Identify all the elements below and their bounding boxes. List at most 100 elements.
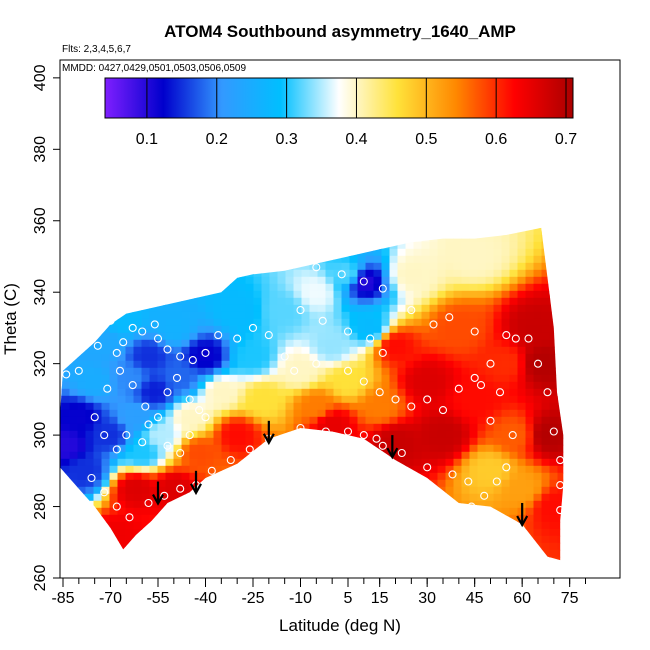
heatmap-cell (301, 409, 311, 418)
heatmap-cell (61, 486, 71, 495)
heatmap-cell (421, 465, 431, 474)
heatmap-cell (61, 395, 71, 404)
heatmap-cell (61, 353, 71, 362)
heatmap-cell (413, 304, 423, 313)
heatmap-cell (85, 507, 95, 516)
heatmap-cell (509, 423, 519, 432)
heatmap-cell (293, 465, 303, 474)
heatmap-cell (61, 311, 71, 320)
heatmap-cell (541, 500, 551, 509)
sample-point (144, 498, 153, 508)
heatmap-cell (253, 542, 263, 551)
sample-point (185, 431, 194, 440)
heatmap-cell (189, 311, 199, 320)
heatmap-cell (213, 227, 223, 229)
heatmap-cell (397, 549, 407, 558)
heatmap-cell (389, 276, 399, 285)
heatmap-cell (61, 367, 71, 376)
sample-point (201, 413, 210, 422)
heatmap-cell (557, 381, 564, 390)
heatmap-cell (261, 479, 271, 488)
heatmap-cell (237, 255, 247, 264)
heatmap-cell (509, 248, 519, 257)
heatmap-cell (557, 339, 564, 348)
heatmap-cell (461, 311, 471, 320)
arrow-markers (152, 420, 529, 528)
heatmap-cell (373, 423, 383, 432)
heatmap-cell (269, 255, 279, 264)
heatmap-cell (517, 304, 527, 313)
heatmap-cell (77, 402, 87, 411)
heatmap-cell (557, 507, 564, 516)
heatmap-cell (229, 290, 239, 299)
heatmap-cell (181, 318, 191, 327)
heatmap-cell (189, 514, 199, 523)
heatmap-cell (285, 395, 295, 404)
heatmap-cell (477, 444, 487, 453)
heatmap-cell (341, 269, 351, 278)
heatmap-cell (533, 416, 543, 425)
heatmap-cell (413, 402, 423, 411)
heatmap-cell (93, 290, 103, 299)
heatmap-cell (509, 367, 519, 376)
heatmap-cell (101, 402, 111, 411)
heatmap-cell (237, 332, 247, 341)
heatmap-cell (109, 549, 119, 558)
heatmap-cell (69, 353, 79, 362)
heatmap-cell (493, 514, 503, 523)
heatmap-cell (253, 248, 263, 257)
heatmap-cell (566, 557, 575, 565)
x-tick-label: 30 (418, 590, 436, 607)
heatmap-cell (533, 269, 543, 278)
heatmap-cell (501, 409, 511, 418)
heatmap-cell (133, 507, 143, 516)
heatmap-cell (397, 227, 407, 229)
heatmap-cell (69, 339, 79, 348)
heatmap-cell (357, 311, 367, 320)
heatmap-cell (541, 472, 551, 481)
heatmap-cell (189, 493, 199, 502)
heatmap-cell (125, 472, 135, 481)
heatmap-cell (141, 381, 151, 390)
heatmap-cell (301, 241, 311, 250)
heatmap-cell (229, 430, 239, 439)
heatmap-cell (397, 444, 407, 453)
heatmap-cell (309, 248, 319, 257)
heatmap-cell (109, 437, 119, 446)
heatmap-cell (389, 430, 399, 439)
heatmap-cell (509, 325, 519, 334)
heatmap-cell (253, 374, 263, 383)
heatmap-cell (477, 437, 487, 446)
heatmap-cell (237, 402, 247, 411)
heatmap-cell (301, 332, 311, 341)
heatmap-cell (85, 227, 95, 236)
heatmap-cell (429, 227, 439, 236)
heatmap-cell (566, 228, 575, 236)
heatmap-cell (109, 367, 119, 376)
heatmap-cell (413, 339, 423, 348)
heatmap-cell (261, 269, 271, 278)
heatmap-cell (325, 437, 335, 446)
heatmap-cell (517, 430, 527, 439)
heatmap-cell (93, 304, 103, 313)
heatmap-cell (445, 367, 455, 376)
heatmap-cell (141, 395, 151, 404)
heatmap-cell (437, 444, 447, 453)
heatmap-cell (277, 388, 287, 397)
heatmap-cell (77, 339, 87, 348)
heatmap-cell (413, 374, 423, 383)
heatmap-cell (413, 227, 423, 236)
heatmap-cell (133, 402, 143, 411)
heatmap-cell (141, 514, 151, 523)
sample-point (486, 416, 495, 425)
heatmap-cell (69, 556, 79, 561)
heatmap-cell (301, 402, 311, 411)
heatmap-cell (485, 248, 495, 257)
heatmap-cell (277, 234, 287, 243)
heatmap-cell (349, 465, 359, 474)
heatmap-cell (109, 332, 119, 341)
heatmap-cell (293, 325, 303, 334)
heatmap-cell (437, 227, 447, 236)
heatmap-cell (85, 367, 95, 376)
heatmap-cell (357, 353, 367, 362)
